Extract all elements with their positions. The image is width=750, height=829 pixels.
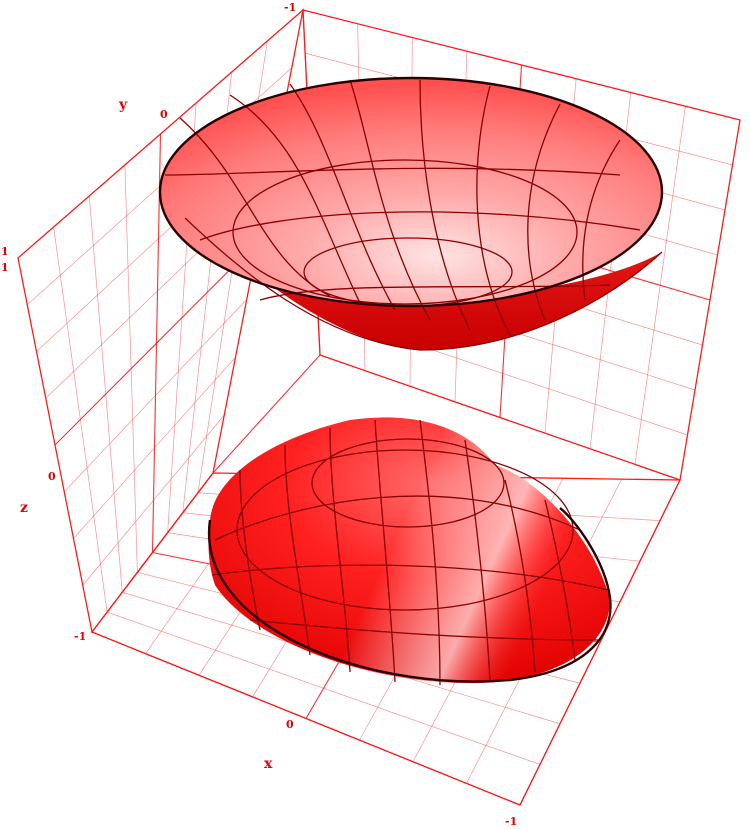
lower-surface-mesh (211, 419, 609, 686)
x-tick-minus1: -1 (505, 815, 517, 828)
grid-line-left-h6 (73, 357, 236, 539)
upper-surface-underside (160, 160, 662, 350)
y-tick-1: 1 (1, 245, 9, 258)
z-tick-minus1: -1 (74, 630, 86, 643)
upper-surface-bottom-edge (184, 217, 663, 351)
lower-surface (207, 417, 612, 686)
grid-line-left-h7 (82, 414, 225, 586)
x-axis-label: x (264, 756, 273, 772)
z-axis-label: z (20, 500, 28, 516)
lower-surface-rim (207, 507, 612, 683)
y-tick-minus1: -1 (284, 1, 296, 14)
axis-labels: y z x (20, 97, 273, 772)
upper-surface-rim (158, 76, 664, 308)
tick-labels: -1 0 1 1 0 -1 0 -1 (1, 1, 517, 828)
grid-line-right-v7 (634, 106, 686, 465)
z-tick-1: 1 (1, 261, 9, 274)
upper-surface-inner (160, 78, 662, 306)
grid-line-left-h4 (54, 241, 259, 446)
upper-surface (158, 76, 664, 351)
y-axis-label: y (118, 97, 128, 113)
upper-surface-mesh (164, 79, 641, 336)
z-tick-0: 0 (48, 470, 56, 483)
x-tick-0: 0 (286, 718, 294, 731)
grid-line-left-h5 (63, 299, 248, 492)
y-tick-0: 0 (160, 108, 168, 121)
